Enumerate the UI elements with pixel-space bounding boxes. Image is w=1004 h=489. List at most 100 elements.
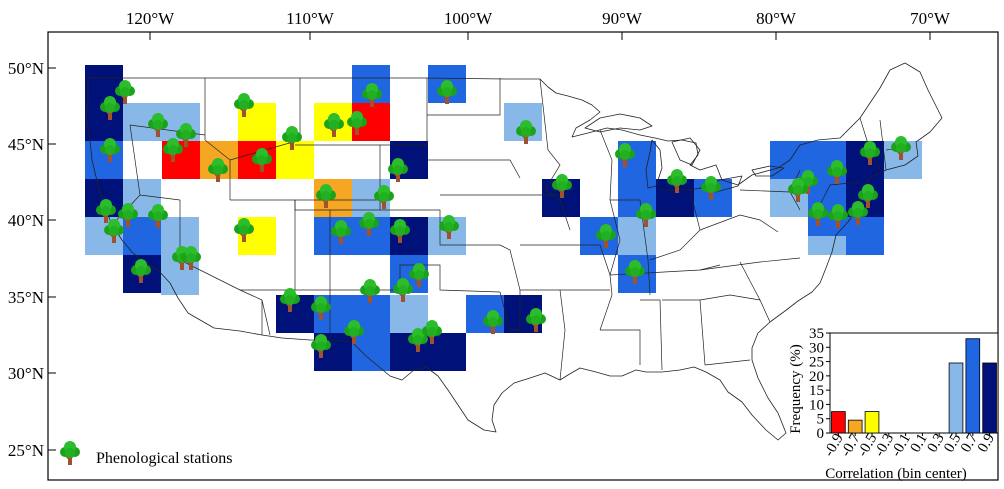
tree-icon xyxy=(331,220,351,244)
latitude-ticks: 50°N 45°N 40°N 35°N 30°N 25°N xyxy=(8,59,56,460)
histogram-y-tick-label: 30 xyxy=(809,340,824,356)
grid-cell xyxy=(808,236,846,255)
grid-cell xyxy=(618,217,656,255)
tree-icon xyxy=(788,178,808,202)
tree-icon xyxy=(437,80,457,104)
lon-tick-label: 70°W xyxy=(910,9,951,28)
tree-icon xyxy=(596,224,616,248)
tree-icon xyxy=(131,259,151,283)
tree-icon xyxy=(100,138,120,162)
grid-cell xyxy=(390,333,466,371)
lon-tick-label: 110°W xyxy=(286,9,335,28)
tree-icon xyxy=(163,138,183,162)
tree-icon xyxy=(636,203,656,227)
lake-huron xyxy=(671,137,701,166)
tree-icon xyxy=(701,176,721,200)
us-boundary xyxy=(85,62,943,441)
tree-icon xyxy=(176,123,196,147)
tree-icon xyxy=(311,296,331,320)
histogram-y-tick-label: 15 xyxy=(809,383,824,399)
tree-icon xyxy=(360,279,380,303)
tree-icon xyxy=(60,441,80,465)
legend-label: Phenological stations xyxy=(96,450,232,467)
lake-michigan xyxy=(645,139,663,189)
lon-tick-label: 120°W xyxy=(126,9,175,28)
tree-icon xyxy=(860,141,880,165)
tree-icon xyxy=(344,320,364,344)
phenological-stations xyxy=(96,80,911,358)
histogram-x-axis-label: Correlation (bin center) xyxy=(825,466,967,482)
histogram-y-axis-label: Frequency (%) xyxy=(788,344,804,434)
tree-icon xyxy=(390,219,410,243)
tree-icon xyxy=(100,96,120,120)
tree-icon xyxy=(282,126,302,150)
tree-icon xyxy=(115,80,135,104)
tree-icon xyxy=(483,310,503,334)
tree-icon xyxy=(96,199,116,223)
correlation-histogram: 05101520253035-0.9-0.7-0.5-0.3-0.10.10.3… xyxy=(788,326,999,482)
histogram-bar xyxy=(965,338,981,434)
histogram-y-tick-label: 35 xyxy=(809,326,824,342)
tree-icon xyxy=(234,93,254,117)
tree-icon xyxy=(667,169,687,193)
tree-icon xyxy=(526,308,546,332)
histogram-bar xyxy=(864,411,880,434)
tree-icon xyxy=(516,120,536,144)
grid-cell xyxy=(276,141,314,179)
tree-icon xyxy=(181,246,201,270)
histogram-y-tick-label: 10 xyxy=(809,397,824,413)
tree-icon xyxy=(311,334,331,358)
lat-tick-label: 45°N xyxy=(8,135,44,154)
tree-icon xyxy=(148,204,168,228)
stations-legend: Phenological stations xyxy=(60,441,232,467)
histogram-y-tick-label: 25 xyxy=(809,355,824,371)
lon-tick-label: 90°W xyxy=(602,9,643,28)
tree-icon xyxy=(60,441,80,465)
grid-cell xyxy=(390,295,428,333)
histogram-bar xyxy=(982,362,997,434)
histogram-bar xyxy=(847,419,863,434)
lat-tick-label: 25°N xyxy=(8,441,44,460)
tree-icon xyxy=(858,184,878,208)
tree-icon xyxy=(798,170,818,194)
tree-icon xyxy=(374,185,394,209)
lat-tick-label: 30°N xyxy=(8,364,44,383)
tree-icon xyxy=(104,219,124,243)
tree-icon xyxy=(409,263,429,287)
lon-tick-label: 80°W xyxy=(756,9,797,28)
tree-icon xyxy=(280,288,300,312)
lake-ontario xyxy=(751,165,785,177)
tree-icon xyxy=(891,136,911,160)
tree-icon xyxy=(422,320,442,344)
lat-tick-label: 50°N xyxy=(8,59,44,78)
histogram-y-tick-label: 20 xyxy=(809,369,824,385)
tree-icon xyxy=(615,143,635,167)
tree-icon xyxy=(347,111,367,135)
grid-cell xyxy=(85,65,123,103)
tree-icon xyxy=(828,204,848,228)
tree-icon xyxy=(118,203,138,227)
tree-icon xyxy=(388,158,408,182)
lat-tick-label: 35°N xyxy=(8,288,44,307)
tree-icon xyxy=(393,278,413,302)
lat-tick-label: 40°N xyxy=(8,211,44,230)
tree-icon xyxy=(408,328,428,352)
grid-cell xyxy=(314,217,352,255)
grid-cell xyxy=(352,333,390,371)
tree-icon xyxy=(252,148,272,172)
tree-icon xyxy=(552,174,572,198)
histogram-bar xyxy=(831,411,846,434)
histogram-bar xyxy=(948,362,964,434)
longitude-ticks: 120°W 110°W 100°W 90°W 80°W 70°W xyxy=(126,9,951,40)
histogram-y-tick-label: 5 xyxy=(817,412,825,428)
tree-icon xyxy=(359,212,379,236)
tree-icon xyxy=(208,158,228,182)
tree-icon xyxy=(324,113,344,137)
tree-icon xyxy=(808,202,828,226)
lake-superior xyxy=(584,113,653,133)
tree-icon xyxy=(625,260,645,284)
tree-icon xyxy=(234,218,254,242)
tree-icon xyxy=(316,184,336,208)
tree-icon xyxy=(848,201,868,225)
